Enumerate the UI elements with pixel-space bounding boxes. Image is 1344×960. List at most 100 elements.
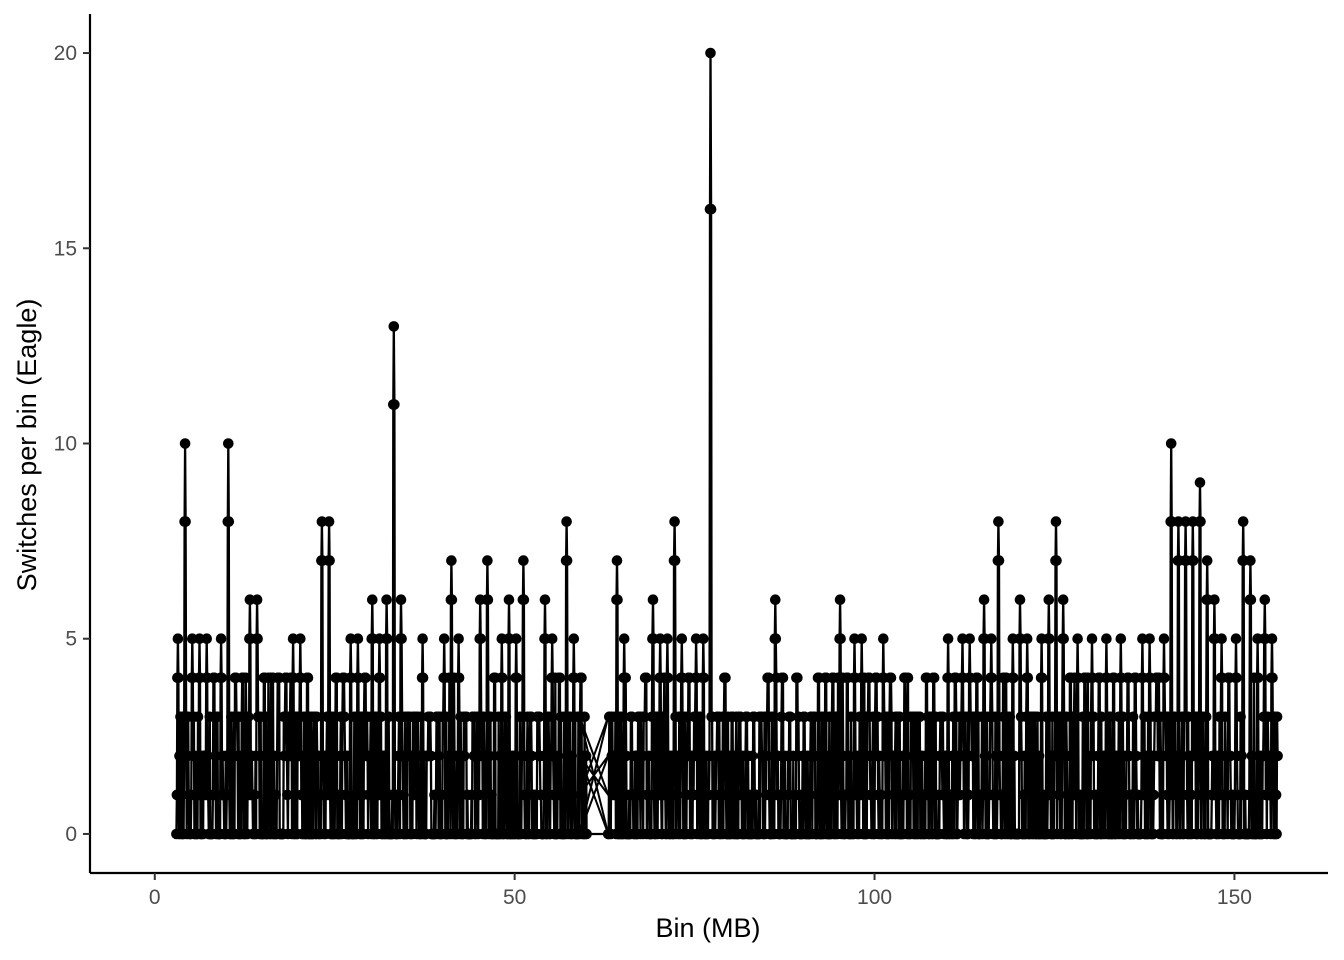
- data-point: [904, 789, 916, 801]
- data-point: [1043, 594, 1055, 605]
- data-point: [720, 789, 732, 801]
- data-point: [986, 633, 997, 644]
- data-point: [746, 750, 758, 762]
- data-point: [784, 711, 796, 723]
- data-point: [240, 672, 252, 684]
- data-point: [503, 594, 515, 605]
- y-tick-label: 10: [54, 433, 77, 456]
- data-point: [379, 750, 390, 762]
- data-point: [1008, 672, 1019, 684]
- data-point: [444, 711, 456, 723]
- data-point: [875, 789, 887, 801]
- data-point: [994, 750, 1005, 762]
- data-point: [1053, 789, 1065, 801]
- data-point: [669, 555, 681, 566]
- data-point: [511, 672, 522, 684]
- data-point: [834, 594, 846, 605]
- data-point: [1165, 438, 1177, 449]
- data-point: [1252, 672, 1264, 684]
- data-point: [482, 594, 494, 605]
- data-point: [446, 594, 458, 605]
- data-point: [179, 438, 191, 449]
- data-point: [1072, 633, 1083, 644]
- x-tick-label: 0: [149, 886, 161, 909]
- data-point: [249, 789, 260, 801]
- y-tick-label: 5: [65, 628, 77, 651]
- data-point: [1022, 672, 1034, 684]
- data-point: [367, 594, 378, 605]
- data-point: [171, 789, 183, 801]
- data-point: [566, 750, 577, 762]
- data-point: [417, 633, 428, 644]
- data-point: [1051, 555, 1062, 566]
- data-point: [770, 633, 782, 644]
- data-point: [615, 711, 627, 723]
- data-point: [251, 594, 263, 605]
- data-point: [494, 750, 506, 762]
- data-point: [340, 789, 351, 801]
- data-point: [381, 594, 392, 605]
- data-point: [1018, 789, 1029, 801]
- data-point: [887, 789, 899, 801]
- y-tick-label: 15: [54, 237, 77, 260]
- data-point: [671, 789, 683, 801]
- data-point: [643, 750, 655, 762]
- data-point: [173, 672, 184, 684]
- data-point: [580, 750, 592, 762]
- data-point: [1245, 555, 1256, 566]
- data-point: [497, 672, 508, 684]
- data-point: [192, 711, 204, 723]
- data-point: [1272, 750, 1283, 762]
- data-point: [698, 672, 710, 684]
- data-point: [1101, 633, 1112, 644]
- data-point: [216, 672, 227, 684]
- plot-area: [171, 47, 1283, 840]
- data-point: [856, 633, 867, 644]
- data-point: [302, 672, 314, 684]
- data-point: [567, 789, 579, 801]
- series-points: [171, 47, 1283, 840]
- data-point: [1216, 633, 1227, 644]
- data-point: [199, 750, 211, 762]
- data-point: [323, 516, 335, 527]
- data-point: [1115, 633, 1127, 644]
- data-point: [1144, 633, 1155, 644]
- data-point: [620, 750, 632, 762]
- data-point: [763, 672, 774, 684]
- x-axis-title: Bin (MB): [655, 913, 760, 943]
- data-point: [352, 633, 364, 644]
- data-point: [1036, 672, 1048, 684]
- data-point: [662, 672, 674, 684]
- data-point: [720, 672, 731, 684]
- data-point: [254, 750, 266, 762]
- data-point: [576, 672, 587, 684]
- data-point: [1127, 711, 1139, 723]
- y-tick-label: 0: [65, 823, 77, 846]
- data-point: [223, 438, 234, 449]
- data-point: [855, 789, 866, 801]
- data-point: [285, 750, 297, 762]
- data-point: [414, 789, 426, 801]
- data-point: [1050, 516, 1062, 527]
- data-point: [1021, 633, 1033, 644]
- data-point: [311, 711, 323, 723]
- data-point: [766, 711, 778, 723]
- data-point: [928, 672, 940, 684]
- data-point: [484, 750, 495, 762]
- data-point: [620, 672, 631, 684]
- data-point: [1194, 477, 1206, 488]
- data-point: [1230, 633, 1242, 644]
- data-point: [1032, 711, 1043, 723]
- data-point: [1159, 672, 1170, 684]
- data-point: [534, 711, 545, 723]
- data-point: [485, 711, 496, 723]
- data-point: [1259, 594, 1271, 605]
- data-point: [751, 789, 762, 801]
- data-point: [1105, 711, 1116, 723]
- data-point: [993, 555, 1005, 566]
- data-point: [878, 633, 889, 644]
- data-point: [964, 633, 975, 644]
- data-point: [321, 750, 332, 762]
- data-point: [1102, 750, 1113, 762]
- data-point: [1096, 711, 1107, 723]
